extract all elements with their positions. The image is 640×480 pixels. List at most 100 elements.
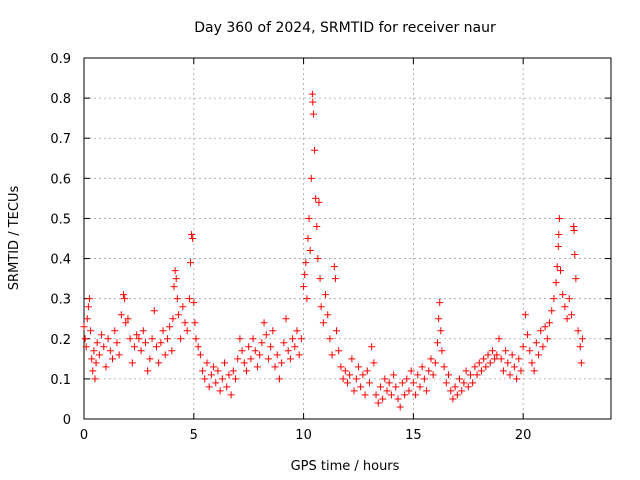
data-point	[471, 363, 479, 371]
data-point	[304, 235, 312, 242]
data-point	[331, 275, 339, 283]
data-point	[238, 347, 246, 355]
data-point	[301, 271, 309, 279]
data-point	[556, 267, 564, 275]
data-point	[137, 347, 145, 355]
data-point	[515, 355, 523, 363]
data-point	[477, 367, 485, 375]
data-point	[309, 98, 317, 106]
data-point	[401, 391, 409, 399]
data-point	[543, 335, 551, 343]
data-point	[240, 359, 248, 367]
data-point	[267, 343, 275, 351]
data-point	[102, 363, 110, 371]
data-point	[247, 355, 255, 363]
data-point	[335, 347, 343, 355]
y-axis-label: SRMTID / TECUs	[7, 186, 22, 291]
data-point	[517, 367, 525, 375]
data-point	[436, 299, 444, 307]
data-point	[170, 283, 178, 291]
data-point	[445, 371, 453, 379]
data-point	[229, 367, 237, 375]
data-point	[537, 327, 545, 335]
data-point	[563, 315, 571, 323]
data-point	[183, 327, 191, 335]
data-point	[260, 319, 268, 327]
data-point	[385, 379, 393, 387]
data-point	[284, 347, 292, 355]
data-point	[469, 379, 477, 387]
data-point	[190, 299, 198, 307]
data-point	[264, 355, 272, 363]
data-point	[394, 395, 402, 403]
data-point	[172, 275, 180, 283]
data-point	[214, 367, 222, 375]
data-point	[541, 323, 549, 331]
x-tick-label: 10	[295, 428, 312, 443]
x-axis-label: GPS time / hours	[291, 459, 400, 474]
data-point	[144, 367, 152, 375]
data-point	[510, 363, 518, 371]
data-point	[300, 283, 308, 291]
data-point	[552, 279, 560, 287]
data-point	[455, 375, 463, 383]
x-tick-label: 20	[515, 428, 532, 443]
data-point	[442, 379, 450, 387]
y-tick-label: 0.2	[50, 333, 71, 348]
data-point	[128, 359, 136, 367]
data-point	[117, 311, 125, 319]
data-point	[212, 379, 220, 387]
y-tick-label: 0.4	[50, 253, 71, 268]
data-point	[232, 375, 240, 383]
y-tick-label: 0.7	[50, 132, 71, 147]
data-point	[324, 311, 332, 319]
data-point	[242, 367, 250, 375]
data-point	[282, 315, 290, 323]
data-point	[192, 335, 200, 343]
data-point	[271, 363, 279, 371]
data-point	[146, 355, 154, 363]
data-point	[133, 331, 141, 339]
data-point	[359, 371, 367, 379]
y-tick-label: 0.3	[50, 293, 71, 308]
data-point	[330, 263, 338, 271]
data-point	[333, 327, 341, 335]
data-point	[383, 387, 391, 395]
data-point	[159, 327, 167, 335]
data-point	[311, 146, 319, 154]
data-point	[387, 391, 395, 399]
chart-title: Day 360 of 2024, SRMTID for receiver nau…	[194, 20, 496, 36]
tick-layer: 0 5 10 15 20 0 0.1 0.2 0.3 0.4 0.5 0.6 0.7 0.8 0.9	[50, 52, 611, 443]
data-point	[199, 367, 207, 375]
data-point	[365, 379, 373, 387]
data-point	[302, 259, 310, 267]
data-point	[403, 375, 411, 383]
data-point	[486, 359, 494, 367]
data-point	[152, 343, 160, 351]
data-point	[168, 347, 176, 355]
data-point	[85, 295, 93, 303]
data-point	[576, 343, 584, 351]
data-point	[572, 275, 580, 283]
data-point	[91, 375, 99, 383]
data-point	[526, 347, 534, 355]
data-point	[521, 311, 529, 319]
data-point	[570, 226, 578, 234]
data-point	[309, 110, 317, 118]
data-point	[90, 347, 98, 355]
data-point	[488, 347, 496, 355]
data-point	[256, 351, 264, 359]
data-point	[221, 359, 229, 367]
data-point	[223, 383, 231, 391]
data-points	[80, 90, 586, 411]
data-point	[234, 355, 242, 363]
data-point	[484, 351, 492, 359]
data-point	[565, 295, 573, 303]
data-point	[508, 351, 516, 359]
data-point	[409, 379, 417, 387]
data-point	[379, 395, 387, 403]
data-point	[561, 303, 569, 311]
data-point	[161, 351, 169, 359]
data-point	[416, 383, 424, 391]
data-point	[447, 387, 455, 395]
